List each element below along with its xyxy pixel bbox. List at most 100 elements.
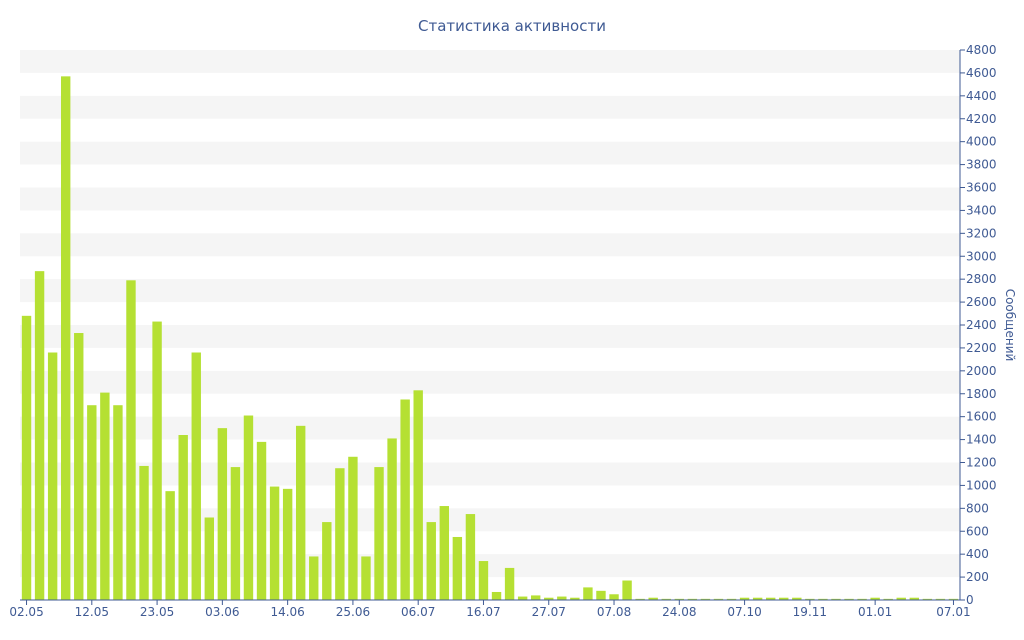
x-tick-label: 06.07 bbox=[401, 605, 435, 619]
x-tick-label: 24.08 bbox=[662, 605, 696, 619]
bar bbox=[779, 597, 789, 600]
bar bbox=[139, 465, 149, 600]
y-tick-label: 0 bbox=[966, 593, 974, 607]
bar bbox=[648, 597, 658, 600]
bar bbox=[700, 598, 711, 600]
y-tick-label: 4000 bbox=[966, 135, 997, 149]
y-tick-label: 2600 bbox=[966, 295, 997, 309]
y-tick-label: 4800 bbox=[966, 43, 997, 57]
x-tick-label: 03.06 bbox=[205, 605, 239, 619]
bar bbox=[583, 587, 593, 600]
bar bbox=[439, 506, 450, 600]
bar bbox=[635, 598, 645, 600]
bar bbox=[282, 488, 293, 600]
bar bbox=[674, 598, 685, 600]
bar bbox=[818, 598, 828, 600]
y-tick-label: 600 bbox=[966, 524, 989, 538]
y-tick-label: 1000 bbox=[966, 478, 997, 492]
bar bbox=[504, 567, 515, 600]
bar bbox=[530, 595, 541, 600]
bar bbox=[74, 333, 84, 600]
bar bbox=[387, 438, 397, 600]
bar bbox=[191, 352, 201, 600]
x-tick-label: 14.06 bbox=[270, 605, 304, 619]
bar bbox=[491, 591, 502, 600]
bar bbox=[687, 598, 698, 600]
x-tick-label: 02.05 bbox=[9, 605, 43, 619]
y-tick-label: 3200 bbox=[966, 226, 997, 240]
bar bbox=[870, 597, 880, 600]
bar bbox=[857, 598, 867, 600]
x-tick-label: 07.01 bbox=[936, 605, 970, 619]
bar bbox=[570, 597, 580, 600]
bar bbox=[426, 522, 436, 600]
y-tick-label: 3600 bbox=[966, 181, 997, 195]
bar bbox=[622, 580, 632, 600]
bar bbox=[752, 597, 763, 600]
grid-band bbox=[20, 279, 960, 303]
x-axis-ticks: 02.05 12.05 23.05 03.06 14.06 25.06 06.07 16.07… bbox=[9, 600, 971, 619]
bar bbox=[883, 598, 893, 600]
grid-band bbox=[20, 141, 960, 165]
x-tick-label: 12.05 bbox=[75, 605, 109, 619]
bar bbox=[34, 271, 45, 600]
bar bbox=[661, 598, 671, 600]
y-tick-label: 2400 bbox=[966, 318, 997, 332]
bar bbox=[113, 405, 123, 600]
bar bbox=[256, 441, 267, 601]
grid-bands bbox=[20, 50, 960, 578]
y-tick-label: 4600 bbox=[966, 66, 997, 80]
grid-band bbox=[20, 416, 960, 440]
y-tick-label: 1400 bbox=[966, 433, 997, 447]
bar bbox=[165, 491, 175, 600]
grid-band bbox=[20, 50, 960, 73]
bar bbox=[413, 390, 423, 600]
bar bbox=[100, 392, 110, 600]
bar bbox=[295, 425, 306, 600]
bar bbox=[935, 598, 946, 600]
x-tick-label: 25.06 bbox=[336, 605, 370, 619]
grid-band bbox=[20, 554, 960, 578]
bar bbox=[21, 315, 32, 600]
bar bbox=[713, 598, 724, 600]
grid-band bbox=[20, 233, 960, 257]
y-tick-label: 1600 bbox=[966, 410, 997, 424]
bar bbox=[243, 415, 254, 600]
y-tick-label: 200 bbox=[966, 570, 989, 584]
bar bbox=[217, 428, 228, 601]
bar bbox=[544, 597, 554, 600]
x-tick-label: 16.07 bbox=[466, 605, 500, 619]
bar bbox=[204, 517, 215, 600]
bar bbox=[152, 321, 162, 600]
bar bbox=[765, 597, 776, 600]
bar bbox=[726, 598, 737, 600]
bar bbox=[269, 486, 280, 600]
bar bbox=[909, 597, 920, 600]
y-tick-label: 3000 bbox=[966, 249, 997, 263]
bar bbox=[805, 598, 815, 600]
bar bbox=[178, 435, 188, 600]
y-tick-label: 4400 bbox=[966, 89, 997, 103]
y-tick-label: 2000 bbox=[966, 364, 997, 378]
x-tick-label: 27.07 bbox=[532, 605, 566, 619]
bar bbox=[792, 597, 802, 600]
y-tick-label: 400 bbox=[966, 547, 989, 561]
bar bbox=[844, 598, 854, 600]
bar bbox=[896, 597, 906, 600]
bar bbox=[922, 598, 933, 600]
bar bbox=[739, 597, 750, 600]
bar bbox=[322, 522, 332, 600]
y-tick-label: 4200 bbox=[966, 112, 997, 126]
y-tick-label: 3400 bbox=[966, 203, 997, 217]
y-axis-ticks: 0 200 400 600 800 1000 1200 1400 1600 1800 2000 220… bbox=[960, 43, 997, 607]
x-tick-label: 23.05 bbox=[140, 605, 174, 619]
grid-band bbox=[20, 508, 960, 532]
grid-band bbox=[20, 187, 960, 211]
bar bbox=[47, 352, 58, 600]
bar bbox=[126, 280, 136, 600]
x-tick-label: 19.11 bbox=[793, 605, 827, 619]
bars bbox=[21, 76, 959, 601]
bar bbox=[400, 399, 410, 600]
bar bbox=[348, 456, 358, 600]
